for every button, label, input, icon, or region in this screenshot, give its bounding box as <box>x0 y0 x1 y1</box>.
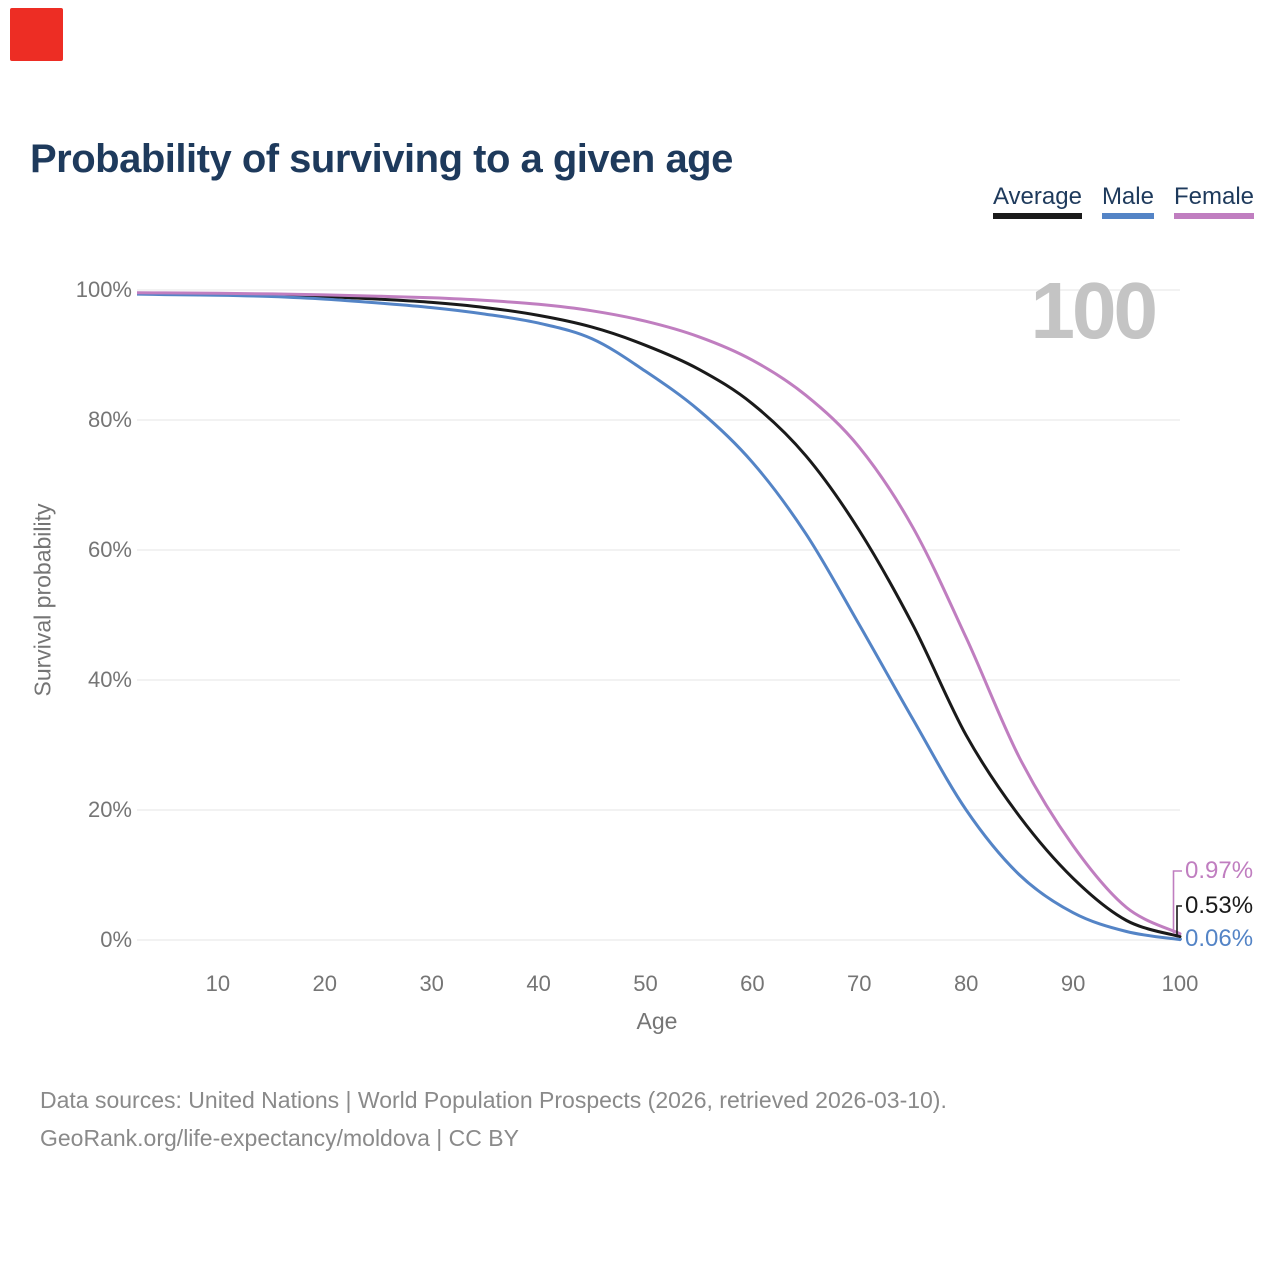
leader-line-average <box>1176 905 1182 937</box>
x-axis-title: Age <box>636 1008 678 1034</box>
end-value-label-female: 0.97% <box>1185 857 1254 884</box>
legend-item-average[interactable]: Average <box>992 183 1082 219</box>
end-value-label-male: 0.06% <box>1185 925 1254 952</box>
gridlines <box>137 289 1180 941</box>
age-watermark: 100 <box>1030 266 1158 355</box>
y-tick-label: 100% <box>75 277 132 302</box>
x-tick-label: 20 <box>312 971 338 996</box>
x-tick-label: 60 <box>740 971 765 996</box>
footer: Data sources: United Nations | World Pop… <box>40 1081 947 1157</box>
y-tick-label: 0% <box>100 927 132 952</box>
footer-attribution-line: GeoRank.org/life-expectancy/moldova | CC… <box>40 1125 519 1151</box>
leader-line-female <box>1172 870 1182 934</box>
legend-label-average: Average <box>992 183 1082 210</box>
legend: Average Male Female <box>992 183 1254 219</box>
page-title: Probability of surviving to a given age <box>30 136 733 181</box>
footer-sources-line: Data sources: United Nations | World Pop… <box>40 1087 947 1113</box>
y-tick-label: 80% <box>87 407 132 432</box>
x-tick-label: 100 <box>1161 971 1199 996</box>
x-tick-label: 70 <box>847 971 872 996</box>
x-tick-label: 40 <box>526 971 551 996</box>
series-line-male <box>137 292 1182 942</box>
y-tick-label: 60% <box>87 537 132 562</box>
red-square-marker <box>10 8 63 61</box>
legend-label-male: Male <box>1101 183 1154 210</box>
x-tick-label: 10 <box>205 971 231 996</box>
series-line-average <box>137 291 1182 939</box>
legend-item-male[interactable]: Male <box>1101 183 1154 219</box>
legend-label-female: Female <box>1173 183 1254 210</box>
end-value-label-average: 0.53% <box>1185 892 1254 919</box>
y-tick-label: 40% <box>87 667 132 692</box>
x-tick-label: 30 <box>419 971 444 996</box>
end-label-leader-lines <box>1170 870 1182 940</box>
x-tick-label: 50 <box>633 971 658 996</box>
legend-item-female[interactable]: Female <box>1173 183 1254 219</box>
x-tick-label: 80 <box>953 971 979 996</box>
series-line-female <box>137 291 1182 936</box>
y-tick-label: 20% <box>87 797 132 822</box>
x-tick-label: 90 <box>1060 971 1086 996</box>
